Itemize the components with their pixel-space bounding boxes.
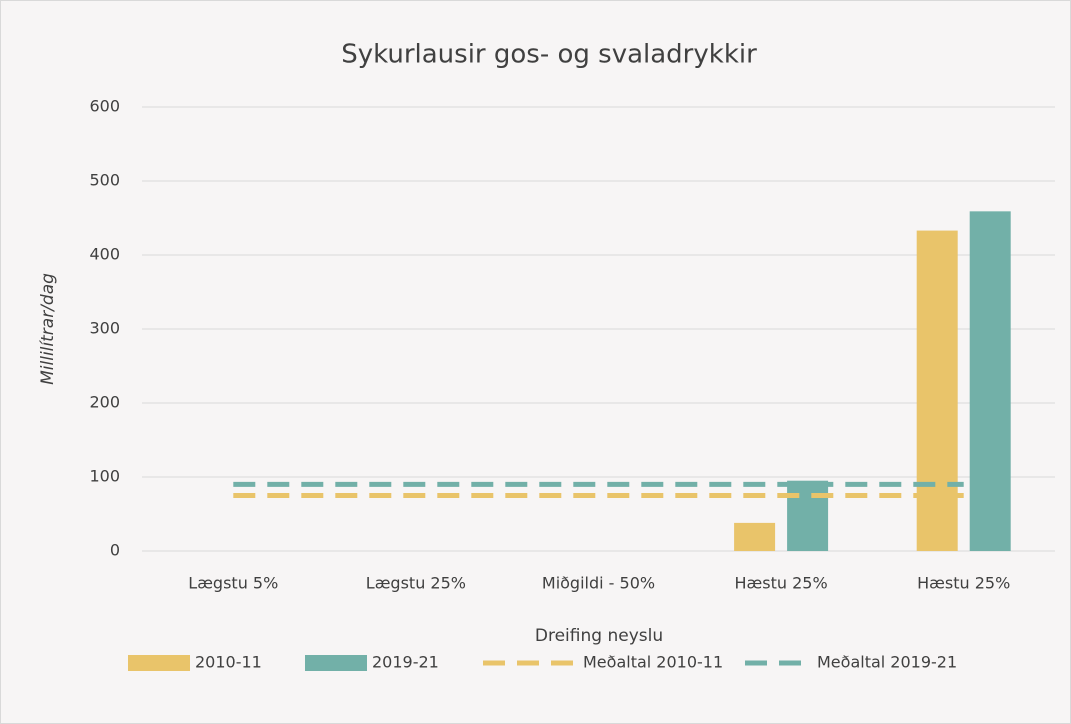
y-tick-label: 400 — [89, 245, 120, 264]
y-tick-label: 200 — [89, 393, 120, 412]
chart-title: Sykurlausir gos- og svaladrykkir — [341, 40, 757, 70]
legend-label: Meðaltal 2019-21 — [817, 653, 957, 672]
x-tick-label: Miðgildi - 50% — [542, 574, 655, 593]
bar — [734, 522, 776, 551]
bar — [787, 480, 829, 551]
x-tick-label: Hæstu 25% — [735, 574, 828, 593]
legend-swatch — [128, 655, 190, 671]
y-tick-label: 300 — [89, 319, 120, 338]
legend-label: 2010-11 — [195, 653, 262, 672]
y-tick-label: 100 — [89, 467, 120, 486]
x-tick-label: Hæstu 25% — [917, 574, 1010, 593]
y-axis-label: Millilítrar/dag — [38, 273, 58, 385]
legend-swatch — [305, 655, 367, 671]
x-tick-label: Lægstu 25% — [366, 574, 466, 593]
x-axis-label: Dreifing neyslu — [535, 626, 663, 646]
y-tick-label: 600 — [89, 97, 120, 116]
y-tick-label: 500 — [89, 171, 120, 190]
legend-label: 2019-21 — [372, 653, 439, 672]
bar — [969, 211, 1011, 551]
y-tick-label: 0 — [110, 541, 120, 560]
bar — [916, 230, 958, 551]
legend-label: Meðaltal 2010-11 — [583, 653, 723, 672]
x-tick-label: Lægstu 5% — [188, 574, 278, 593]
